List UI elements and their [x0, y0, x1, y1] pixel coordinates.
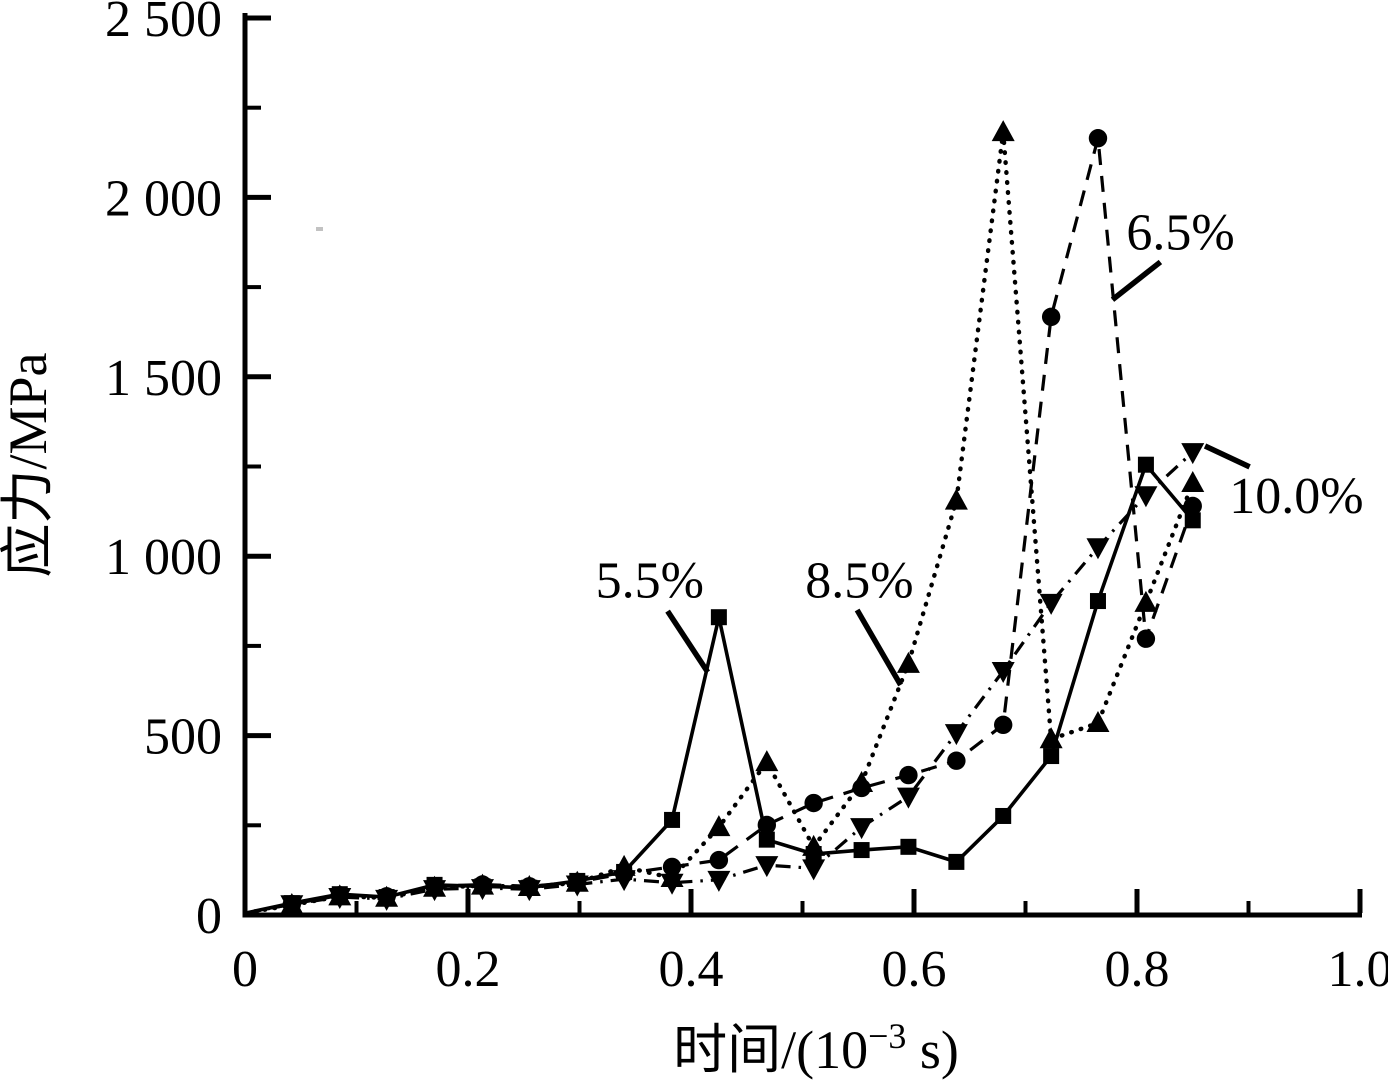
data-series: [242, 120, 1205, 917]
triangle-down-marker: [375, 889, 399, 911]
series-6.5%: [244, 128, 1202, 915]
triangle-down-marker: [896, 787, 920, 809]
series-annotations: 5.5% 6.5% 8.5% 10.0%: [596, 204, 1364, 687]
x-tick-label: 0.6: [882, 941, 947, 998]
triangle-down-marker: [1039, 593, 1063, 615]
square-marker: [710, 609, 727, 626]
triangle-down-marker: [755, 856, 779, 878]
triangle-down-marker: [850, 818, 874, 840]
y-tick-label: 500: [144, 709, 222, 766]
square-marker: [995, 807, 1012, 824]
triangle-up-marker: [1134, 590, 1158, 612]
square-marker: [900, 838, 917, 855]
series-8.5%: [242, 120, 1205, 916]
circle-marker: [1183, 496, 1202, 516]
triangle-up-marker: [1086, 711, 1110, 733]
triangle-down-marker: [328, 888, 352, 910]
triangle-down-marker: [707, 870, 731, 892]
triangle-down-marker: [612, 870, 636, 892]
annotation-label-8.5%: 8.5%: [805, 553, 913, 610]
triangle-down-marker: [423, 880, 447, 902]
annotation-label-10.0%: 10.0%: [1229, 468, 1363, 525]
triangle-down-marker: [517, 880, 541, 902]
y-tick-label: 2 000: [105, 170, 222, 227]
x-axis-title: 时间/(10−3 s): [673, 1016, 959, 1080]
circle-marker: [899, 765, 918, 785]
square-marker: [1137, 456, 1154, 473]
triangle-down-marker: [1134, 486, 1158, 508]
tick-labels: 0 500 1 000 1 500 2 000 2 500 0 0.2 0.4 0.6 0.8 1.0: [105, 0, 1388, 998]
x-tick-label: 1.0: [1328, 941, 1388, 998]
circle-marker: [804, 793, 823, 813]
triangle-down-marker: [1086, 538, 1110, 560]
triangle-down-marker: [1181, 443, 1205, 465]
triangle-down-marker: [280, 895, 304, 917]
annotation-leader-6.5%: [1110, 259, 1163, 302]
y-axis-title: 应力/MPa: [0, 352, 58, 577]
x-tick-label: 0.4: [659, 941, 724, 998]
series-line-6.5%: [244, 137, 1195, 915]
x-tick-label: 0.2: [436, 941, 501, 998]
triangle-up-marker: [1181, 471, 1205, 493]
square-marker: [664, 811, 681, 828]
triangle-down-marker: [470, 879, 494, 901]
y-tick-label: 0: [196, 888, 222, 945]
y-tick-label: 1 500: [105, 350, 222, 407]
series-line-5.5%: [244, 461, 1195, 915]
triangle-up-marker: [1039, 727, 1063, 749]
series-line-8.5%: [242, 131, 1196, 916]
y-tick-label: 1 000: [105, 529, 222, 586]
triangle-up-marker: [755, 750, 779, 772]
triangle-down-marker: [660, 873, 684, 895]
circle-marker: [994, 715, 1013, 735]
annotation-leader-5.5%: [665, 609, 711, 674]
circle-marker: [1136, 629, 1156, 648]
triangle-up-marker: [991, 120, 1015, 142]
series-line-10.0%: [244, 450, 1194, 915]
circle-marker: [709, 850, 729, 870]
triangle-up-marker: [802, 834, 826, 856]
annotation-leader-8.5%: [854, 608, 903, 687]
annotation-leader-10.0%: [1203, 443, 1251, 470]
x-tick-label: 0.8: [1105, 941, 1170, 998]
triangle-up-marker: [896, 651, 920, 673]
triangle-down-marker: [565, 875, 589, 897]
circle-marker: [757, 815, 777, 835]
square-marker: [948, 853, 965, 870]
circle-marker: [947, 751, 966, 770]
triangle-up-marker: [944, 488, 968, 510]
triangle-up-marker: [707, 815, 731, 837]
axes: [242, 13, 1363, 918]
y-tick-label: 2 500: [105, 0, 222, 48]
scan-speck: [316, 227, 323, 231]
triangle-down-marker: [802, 859, 826, 881]
series-5.5%: [244, 456, 1201, 915]
triangle-down-marker: [991, 662, 1015, 684]
square-marker: [1089, 593, 1106, 610]
square-marker: [853, 842, 870, 859]
series-10.0%: [244, 443, 1205, 917]
circle-marker: [1088, 128, 1108, 148]
square-marker: [1043, 748, 1060, 765]
annotation-label-6.5%: 6.5%: [1126, 204, 1234, 261]
annotation-label-5.5%: 5.5%: [596, 553, 704, 610]
triangle-down-marker: [944, 724, 968, 746]
x-tick-label: 0: [232, 941, 258, 998]
triangle-up-marker: [850, 770, 874, 792]
square-marker: [758, 831, 775, 848]
circle-marker: [1041, 307, 1061, 327]
